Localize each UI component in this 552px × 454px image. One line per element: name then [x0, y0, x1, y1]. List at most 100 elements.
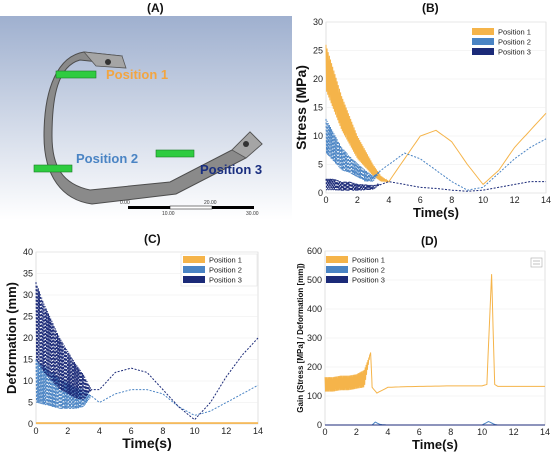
d-x-tick-label: 12	[509, 427, 519, 437]
d-y-tick-label: 600	[307, 246, 322, 256]
c-legend-label-2: Position 2	[209, 266, 242, 275]
d-x-axis-label: Time(s)	[412, 437, 458, 452]
b-y-tick-label: 25	[313, 46, 323, 56]
d-x-tick-label: 4	[385, 427, 390, 437]
d-x-tick-label: 8	[448, 427, 453, 437]
c-y-tick-label: 35	[23, 269, 33, 279]
c-y-tick-label: 10	[23, 376, 33, 386]
b-x-tick-label: 2	[355, 195, 360, 205]
d-series-1-line	[324, 274, 545, 394]
d-legend-label-3: Position 3	[352, 276, 385, 285]
c-series-3-line	[35, 282, 259, 421]
b-x-tick-label: 10	[478, 195, 488, 205]
b-x-tick-label: 12	[510, 195, 520, 205]
b-y-tick-label: 10	[313, 131, 323, 141]
d-y-tick-label: 0	[317, 420, 322, 430]
c-x-tick-label: 10	[190, 426, 200, 436]
b-legend-label-3: Position 3	[498, 48, 531, 57]
b-x-tick-label: 6	[418, 195, 423, 205]
c-x-tick-label: 2	[65, 426, 70, 436]
c-x-tick-label: 6	[129, 426, 134, 436]
b-y-tick-label: 5	[318, 160, 323, 170]
c-y-tick-label: 30	[23, 290, 33, 300]
b-x-tick-label: 8	[449, 195, 454, 205]
b-series-2	[325, 118, 547, 191]
b-series-1	[325, 44, 547, 186]
b-legend-label-1: Position 1	[498, 28, 531, 37]
probe-tag-3	[155, 149, 195, 158]
d-y-tick-label: 200	[307, 362, 322, 372]
d-y-tick-label: 400	[307, 304, 322, 314]
c-series-3	[35, 282, 259, 421]
panel-d-title: (D)	[421, 234, 438, 248]
position-3-label: Position 3	[200, 162, 262, 177]
position-1-label: Position 1	[106, 67, 168, 82]
b-series-1-line	[325, 44, 547, 186]
panel-c-title: (C)	[144, 232, 161, 246]
c-legend-label-1: Position 1	[209, 256, 242, 265]
d-legend-swatch-1	[326, 256, 348, 263]
b-y-tick-label: 0	[318, 188, 323, 198]
c-y-tick-label: 20	[23, 333, 33, 343]
d-y-tick-label: 100	[307, 391, 322, 401]
d-y-tick-label: 500	[307, 275, 322, 285]
scale-tick-1: 10.00	[162, 211, 175, 217]
c-x-tick-label: 8	[160, 426, 165, 436]
b-x-tick-label: 14	[541, 195, 551, 205]
d-x-tick-label: 6	[417, 427, 422, 437]
b-legend-label-2: Position 2	[498, 38, 531, 47]
d-legend-swatch-2	[326, 266, 348, 273]
c-legend-swatch-3	[183, 276, 205, 283]
d-x-tick-label: 10	[477, 427, 487, 437]
position-2-label: Position 2	[76, 151, 138, 166]
c-legend-label-3: Position 3	[209, 276, 242, 285]
c-legend-swatch-1	[183, 256, 205, 263]
scale-bar: 0.00 10.00 20.00 30.00	[120, 200, 259, 217]
c-series-2	[35, 359, 259, 416]
scale-tick-2: 20.00	[204, 200, 217, 206]
c-y-axis-label: Deformation (mm)	[4, 282, 19, 394]
d-series-1	[324, 274, 545, 394]
d-legend-label-1: Position 1	[352, 256, 385, 265]
b-legend-swatch-2	[472, 38, 494, 45]
b-x-tick-label: 0	[323, 195, 328, 205]
d-y-axis-label: Gain (Stress [MPa] / Deformation [mm])	[296, 263, 305, 413]
c-x-tick-label: 12	[221, 426, 231, 436]
c-y-tick-label: 25	[23, 312, 33, 322]
c-legend-swatch-2	[183, 266, 205, 273]
b-y-tick-label: 15	[313, 103, 323, 113]
b-legend-swatch-1	[472, 28, 494, 35]
b-series-2-line	[325, 118, 547, 191]
b-x-tick-label: 4	[386, 195, 391, 205]
c-x-tick-label: 0	[33, 426, 38, 436]
b-y-tick-label: 30	[313, 17, 323, 27]
b-series-3	[325, 178, 546, 192]
probe-tag-2	[33, 164, 73, 173]
c-y-tick-label: 40	[23, 247, 33, 257]
c-y-tick-label: 15	[23, 355, 33, 365]
d-y-tick-label: 300	[307, 333, 322, 343]
bracket-model	[43, 51, 263, 205]
d-legend-swatch-3	[326, 276, 348, 283]
c-x-tick-label: 4	[97, 426, 102, 436]
model-viewport: Position 1 Position 2 Position 3 0.00 10…	[0, 16, 292, 220]
b-legend-swatch-3	[472, 48, 494, 55]
probe-tag-1	[55, 70, 97, 79]
menu-icon	[530, 257, 543, 268]
d-legend-label-2: Position 2	[352, 266, 385, 275]
c-x-tick-label: 14	[253, 426, 263, 436]
d-x-tick-label: 0	[322, 427, 327, 437]
b-y-tick-label: 20	[313, 74, 323, 84]
scale-tick-0: 0.00	[120, 200, 130, 206]
d-x-tick-label: 14	[540, 427, 550, 437]
c-x-axis-label: Time(s)	[122, 435, 172, 451]
model-view: Position 1 Position 2 Position 3 0.00 10…	[0, 16, 292, 220]
c-series-2-line	[35, 359, 259, 416]
c-y-tick-label: 5	[28, 398, 33, 408]
